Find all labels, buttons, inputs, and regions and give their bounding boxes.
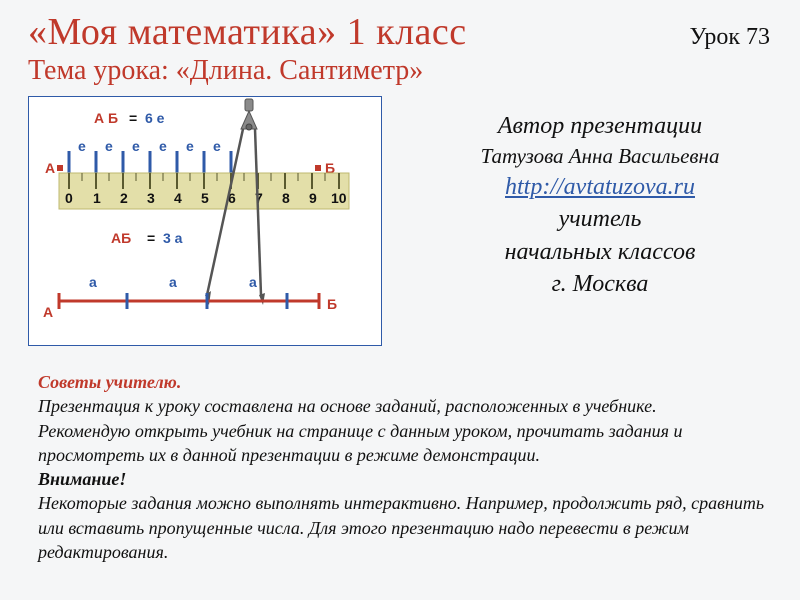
ruler-figure: А Б = 6 е е е е е е е А Б 0 1 2 — [28, 96, 382, 346]
svg-text:5: 5 — [201, 190, 209, 206]
eq2-eq: = — [147, 230, 155, 246]
b-right-bottom: Б — [327, 296, 337, 312]
lesson-number: Урок 73 — [689, 24, 770, 51]
eq1-eq: = — [129, 110, 137, 126]
eq1-val: 6 е — [145, 110, 165, 126]
a-label: а — [89, 274, 97, 290]
point-a-top — [57, 165, 63, 171]
advice-p1: Презентация к уроку составлена на основе… — [38, 396, 657, 416]
advice-attention: Внимание! — [38, 469, 126, 489]
svg-text:е: е — [159, 138, 167, 154]
svg-text:9: 9 — [309, 190, 317, 206]
author-role2: начальных классов — [420, 236, 780, 268]
course-title: «Моя математика» 1 класс — [28, 10, 467, 54]
svg-text:а: а — [249, 274, 257, 290]
advice-p3: Некоторые задания можно выполнять интера… — [38, 493, 764, 562]
author-link[interactable]: http://avtatuzova.ru — [505, 174, 695, 200]
svg-text:2: 2 — [120, 190, 128, 206]
e-unit-marks — [69, 151, 231, 173]
lesson-topic: Тема урока: «Длина. Сантиметр» — [28, 55, 423, 87]
svg-text:е: е — [213, 138, 221, 154]
a-left-top: А — [45, 160, 55, 176]
author-city: г. Москва — [420, 268, 780, 300]
svg-text:е: е — [132, 138, 140, 154]
author-block: Автор презентации Татузова Анна Васильев… — [420, 110, 780, 300]
author-role1: учитель — [420, 203, 780, 235]
svg-text:8: 8 — [282, 190, 290, 206]
svg-text:4: 4 — [174, 190, 182, 206]
svg-text:3: 3 — [147, 190, 155, 206]
eq2-val: 3 а — [163, 230, 183, 246]
e-label: е — [78, 138, 86, 154]
a-left-bottom: А — [43, 304, 53, 320]
svg-text:1: 1 — [93, 190, 101, 206]
svg-text:а: а — [169, 274, 177, 290]
point-b-top — [315, 165, 321, 171]
teacher-advice: Советы учителю. Презентация к уроку сост… — [38, 370, 780, 564]
advice-p2: Рекомендую открыть учебник на странице с… — [38, 421, 683, 465]
eq2-ab: АБ — [111, 230, 131, 246]
advice-heading: Советы учителю. — [38, 372, 181, 392]
svg-text:10: 10 — [331, 190, 347, 206]
svg-text:е: е — [186, 138, 194, 154]
eq1-ab: А Б — [94, 110, 118, 126]
svg-text:е: е — [105, 138, 113, 154]
author-name: Татузова Анна Васильевна — [420, 142, 780, 170]
author-line1: Автор презентации — [420, 110, 780, 142]
svg-text:0: 0 — [65, 190, 73, 206]
